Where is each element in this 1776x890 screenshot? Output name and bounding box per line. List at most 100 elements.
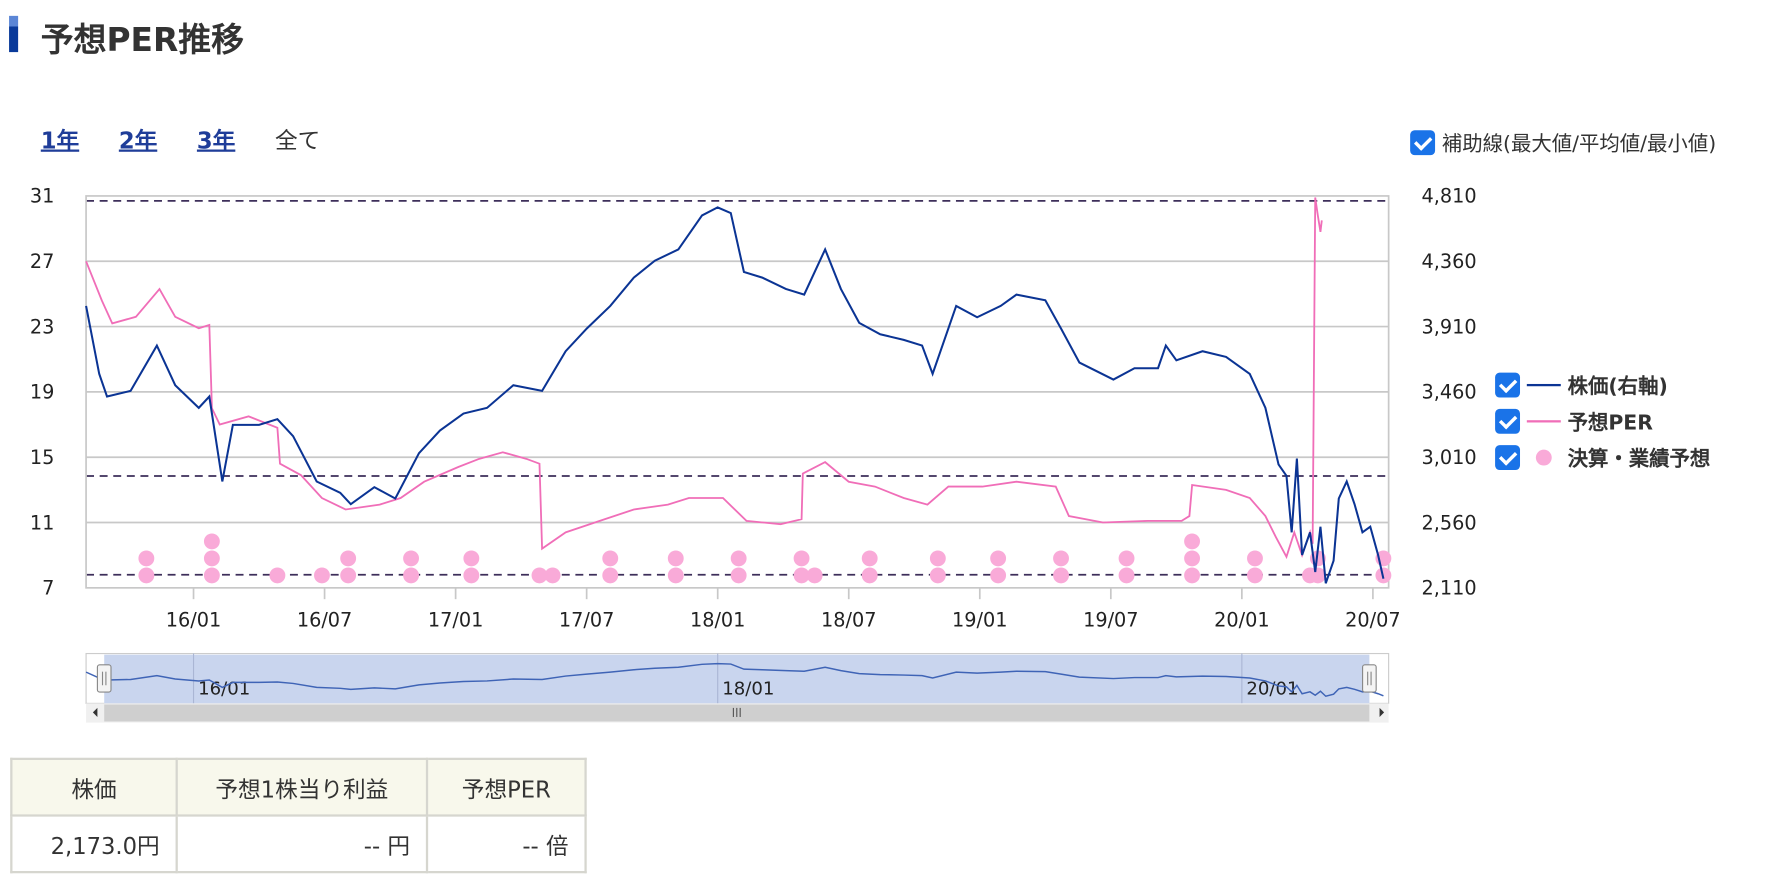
right-axis-tick-label: 4,810 bbox=[1421, 185, 1476, 208]
event-marker bbox=[531, 567, 548, 584]
aux-lines-checkbox[interactable] bbox=[1410, 130, 1436, 156]
event-marker bbox=[929, 550, 946, 567]
event-marker bbox=[463, 567, 480, 584]
event-marker bbox=[1053, 550, 1069, 567]
event-marker bbox=[340, 550, 357, 567]
price-series-checkbox[interactable] bbox=[1495, 372, 1521, 398]
left-axis: 31 27 23 19 15 11 7 bbox=[30, 185, 55, 600]
navigator-selected-range[interactable] bbox=[104, 654, 1370, 704]
event-marker bbox=[861, 567, 878, 584]
aux-lines-toggle[interactable]: 補助線(最大値/平均値/最小値) bbox=[1410, 128, 1716, 157]
event-marker bbox=[1247, 550, 1263, 567]
x-axis: 16/01 16/07 17/01 17/07 18/01 18/07 19/01 19/07… bbox=[166, 587, 1401, 631]
event-marker bbox=[667, 550, 684, 567]
event-marker bbox=[793, 550, 810, 567]
x-axis-tick-label: 16/01 bbox=[166, 608, 221, 631]
x-axis-tick-label: 19/07 bbox=[1083, 608, 1138, 631]
x-axis-tick-label: 17/01 bbox=[428, 608, 483, 631]
page-title: 予想PER推移 bbox=[40, 20, 244, 59]
event-marker bbox=[269, 567, 286, 584]
x-axis-tick-label: 20/01 bbox=[1214, 608, 1269, 631]
aux-lines-label: 補助線(最大値/平均値/最小値) bbox=[1441, 132, 1717, 157]
period-tabs: 1年 2年 3年 全て bbox=[41, 122, 320, 155]
event-marker bbox=[1118, 567, 1135, 584]
header-eps: 予想1株当り利益 bbox=[175, 757, 429, 817]
left-axis-tick-label: 11 bbox=[30, 511, 55, 534]
per-series-checkbox[interactable] bbox=[1495, 408, 1521, 434]
navigator-axis: 16/01 18/01 20/01 bbox=[192, 653, 1299, 704]
x-axis-tick-label: 16/07 bbox=[297, 608, 352, 631]
table-row: 2,173.0円 -- 円 -- 倍 bbox=[10, 814, 587, 874]
x-axis-tick-label: 17/07 bbox=[559, 608, 614, 631]
scroll-right-arrow-icon[interactable] bbox=[1379, 707, 1385, 717]
event-dot-swatch bbox=[1535, 449, 1552, 466]
summary-table: 株価 予想1株当り利益 予想PER 2,173.0円 -- 円 -- 倍 bbox=[10, 757, 587, 874]
header-price: 株価 bbox=[10, 757, 178, 817]
scroll-left-arrow-icon[interactable] bbox=[92, 707, 98, 717]
left-axis-tick-label: 19 bbox=[30, 381, 55, 404]
tab-all[interactable]: 全て bbox=[274, 126, 321, 155]
event-marker bbox=[602, 550, 619, 567]
tab-1-year[interactable]: 1年 bbox=[40, 126, 80, 155]
right-axis-tick-label: 4,360 bbox=[1421, 250, 1476, 273]
event-marker bbox=[990, 567, 1007, 584]
grid-lines bbox=[86, 260, 1389, 524]
event-marker bbox=[730, 567, 747, 584]
legend-item-events[interactable]: 決算・業績予想 bbox=[1495, 439, 1710, 475]
right-axis-tick-label: 3,010 bbox=[1421, 446, 1476, 469]
event-marker bbox=[138, 567, 155, 584]
legend-item-price[interactable]: 株価(右軸) bbox=[1495, 367, 1710, 403]
tab-2-years[interactable]: 2年 bbox=[118, 126, 158, 155]
right-axis-tick-label: 2,110 bbox=[1421, 577, 1476, 600]
chart-svg: 16/01 16/07 17/01 17/07 18/01 18/07 19/01 19/07… bbox=[30, 185, 1477, 723]
navigator-tick-label: 16/01 bbox=[198, 678, 250, 699]
tab-3-years[interactable]: 3年 bbox=[196, 126, 236, 155]
right-axis-tick-label: 2,560 bbox=[1421, 511, 1476, 534]
navigator-tick-label: 20/01 bbox=[1246, 678, 1298, 699]
cell-per: -- 倍 bbox=[425, 814, 587, 874]
left-axis-tick-label: 23 bbox=[30, 315, 55, 338]
event-marker bbox=[203, 550, 220, 567]
event-marker bbox=[1309, 567, 1326, 584]
event-marker bbox=[1247, 567, 1263, 584]
navigator-handle-left[interactable] bbox=[96, 664, 112, 693]
right-axis-tick-label: 3,910 bbox=[1421, 315, 1476, 338]
event-marker bbox=[861, 550, 878, 567]
event-marker bbox=[929, 567, 946, 584]
event-marker bbox=[1053, 567, 1069, 584]
event-marker bbox=[667, 567, 684, 584]
right-axis: 4,810 4,360 3,910 3,460 3,010 2,560 2,110 bbox=[1421, 185, 1476, 600]
header-per: 予想PER bbox=[425, 757, 587, 817]
x-axis-tick-label: 18/07 bbox=[821, 608, 876, 631]
horizontal-scrollbar[interactable] bbox=[86, 703, 1389, 723]
left-axis-tick-label: 15 bbox=[30, 446, 55, 469]
event-marker bbox=[403, 567, 419, 584]
event-marker bbox=[138, 550, 155, 567]
per-series-line bbox=[85, 197, 1323, 560]
navigator-price-line bbox=[85, 662, 1384, 698]
title-accent-bar bbox=[9, 15, 19, 53]
table-header-row: 株価 予想1株当り利益 予想PER bbox=[10, 757, 587, 817]
legend-per-label: 予想PER bbox=[1567, 411, 1653, 435]
legend-events-label: 決算・業績予想 bbox=[1567, 447, 1711, 472]
event-marker bbox=[602, 567, 619, 584]
price-series-line bbox=[85, 206, 1385, 584]
cell-eps: -- 円 bbox=[175, 814, 429, 874]
events-checkbox[interactable] bbox=[1495, 445, 1521, 471]
event-marker bbox=[806, 567, 823, 584]
event-marker bbox=[1118, 550, 1135, 567]
event-marker bbox=[463, 550, 480, 567]
legend-price-label: 株価(右軸) bbox=[1567, 374, 1668, 399]
event-marker bbox=[203, 533, 220, 550]
legend-item-per[interactable]: 予想PER bbox=[1495, 403, 1710, 439]
left-axis-tick-label: 7 bbox=[42, 577, 54, 600]
event-marker bbox=[340, 567, 357, 584]
event-marker bbox=[403, 550, 419, 567]
legend: 株価(右軸) 予想PER 決算・業績予想 bbox=[1495, 367, 1710, 476]
navigator-handle-right[interactable] bbox=[1362, 664, 1377, 693]
right-axis-tick-label: 3,460 bbox=[1421, 381, 1476, 404]
price-line-swatch bbox=[1526, 383, 1561, 387]
navigator[interactable]: 16/01 18/01 20/01 bbox=[85, 652, 1390, 704]
event-marker bbox=[730, 550, 747, 567]
